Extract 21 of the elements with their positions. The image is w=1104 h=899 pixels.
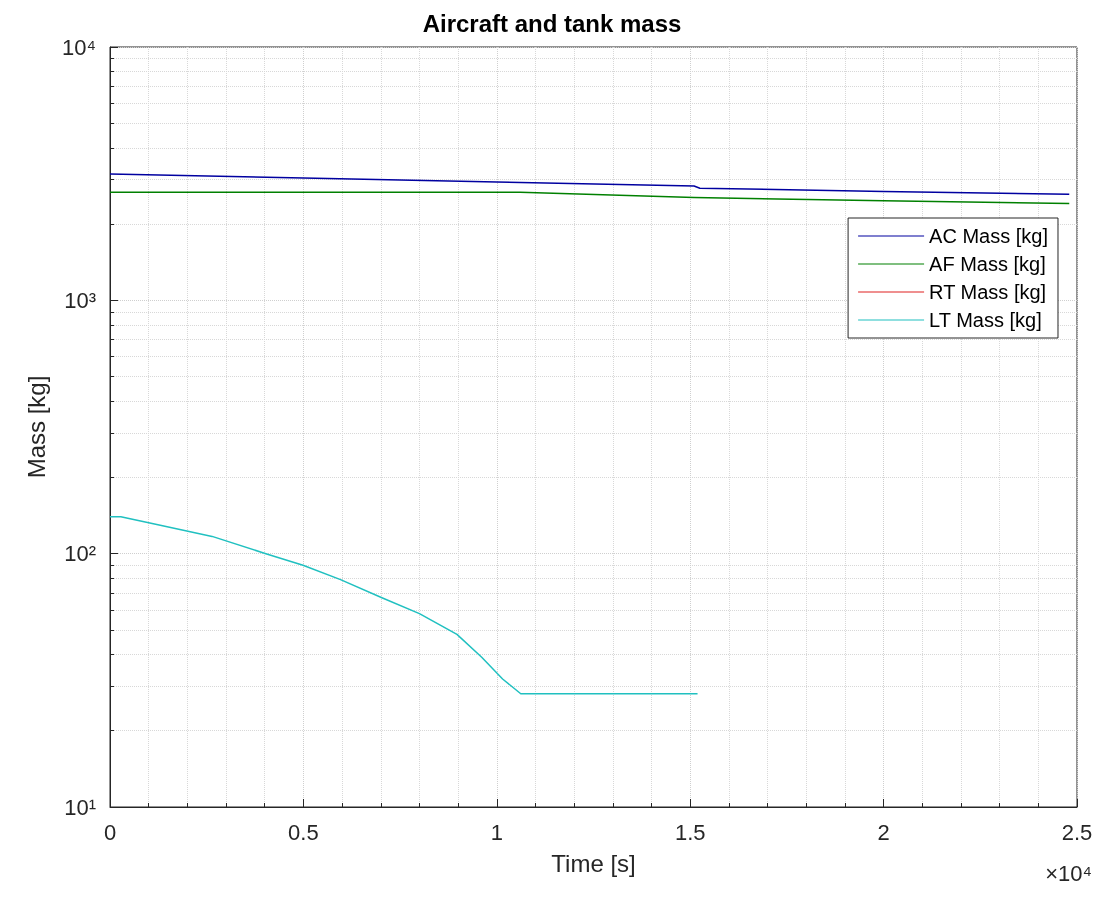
y-tick-label: 10² (64, 541, 96, 567)
y-axis-title: Mass [kg] (22, 375, 50, 479)
legend-label: AC Mass [kg] (929, 225, 1049, 247)
line-series (109, 515, 699, 695)
x-axis-title: Time [s] (551, 849, 636, 877)
line-series (109, 173, 1071, 196)
x-tick-label: 2.5 (1061, 819, 1093, 845)
legend-label: RT Mass [kg] (929, 281, 1047, 303)
chart-title: Aircraft and tank mass (422, 9, 682, 37)
x-tick-label: 2 (877, 819, 890, 845)
x-tick-label: 0.5 (288, 819, 319, 845)
x-tick-label: 0 (103, 819, 117, 845)
text: ×10⁴ (1045, 860, 1093, 886)
line-series (109, 191, 1071, 205)
legend-label: LT Mass [kg] (929, 309, 1042, 331)
legend-label: AF Mass [kg] (929, 253, 1046, 275)
y-tick-label: 10¹ (64, 794, 96, 820)
x-tick-label: 1.5 (674, 819, 706, 845)
y-tick-label: 10³ (64, 287, 96, 313)
y-tick-label: 10⁴ (62, 34, 96, 60)
x-tick-label: 1 (490, 819, 503, 845)
